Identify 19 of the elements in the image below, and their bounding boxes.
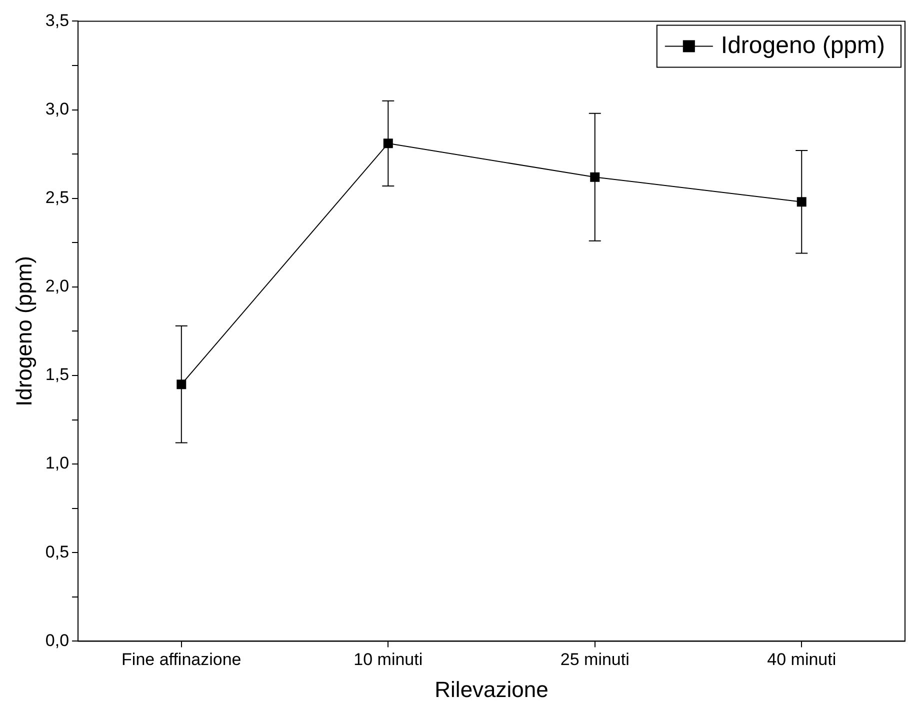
x-tick-label: 40 minuti <box>767 650 836 670</box>
y-tick-label: 3,5 <box>45 10 70 30</box>
x-tick-label: 25 minuti <box>560 650 630 670</box>
y-tick-label: 2,5 <box>45 188 70 208</box>
y-tick-label: 1,5 <box>45 365 70 384</box>
point <box>796 197 806 207</box>
y-tick-label: 2,0 <box>45 276 70 296</box>
point <box>176 380 186 390</box>
y-tick-label: 1,0 <box>45 454 70 473</box>
legend-label: Idrogeno (ppm) <box>720 32 886 59</box>
y-tick-label: 0,5 <box>45 542 70 562</box>
point <box>383 138 393 148</box>
x-tick-label: 10 minuti <box>354 650 423 670</box>
x-tick-label: Fine affinazione <box>122 650 242 670</box>
x-axis-title: Rilevazione <box>434 676 548 702</box>
y-axis-title: Idrogeno (ppm) <box>11 256 36 406</box>
y-tick-label: 3,0 <box>45 99 70 118</box>
y-tick-label: 0,0 <box>45 630 70 650</box>
point <box>590 172 600 182</box>
